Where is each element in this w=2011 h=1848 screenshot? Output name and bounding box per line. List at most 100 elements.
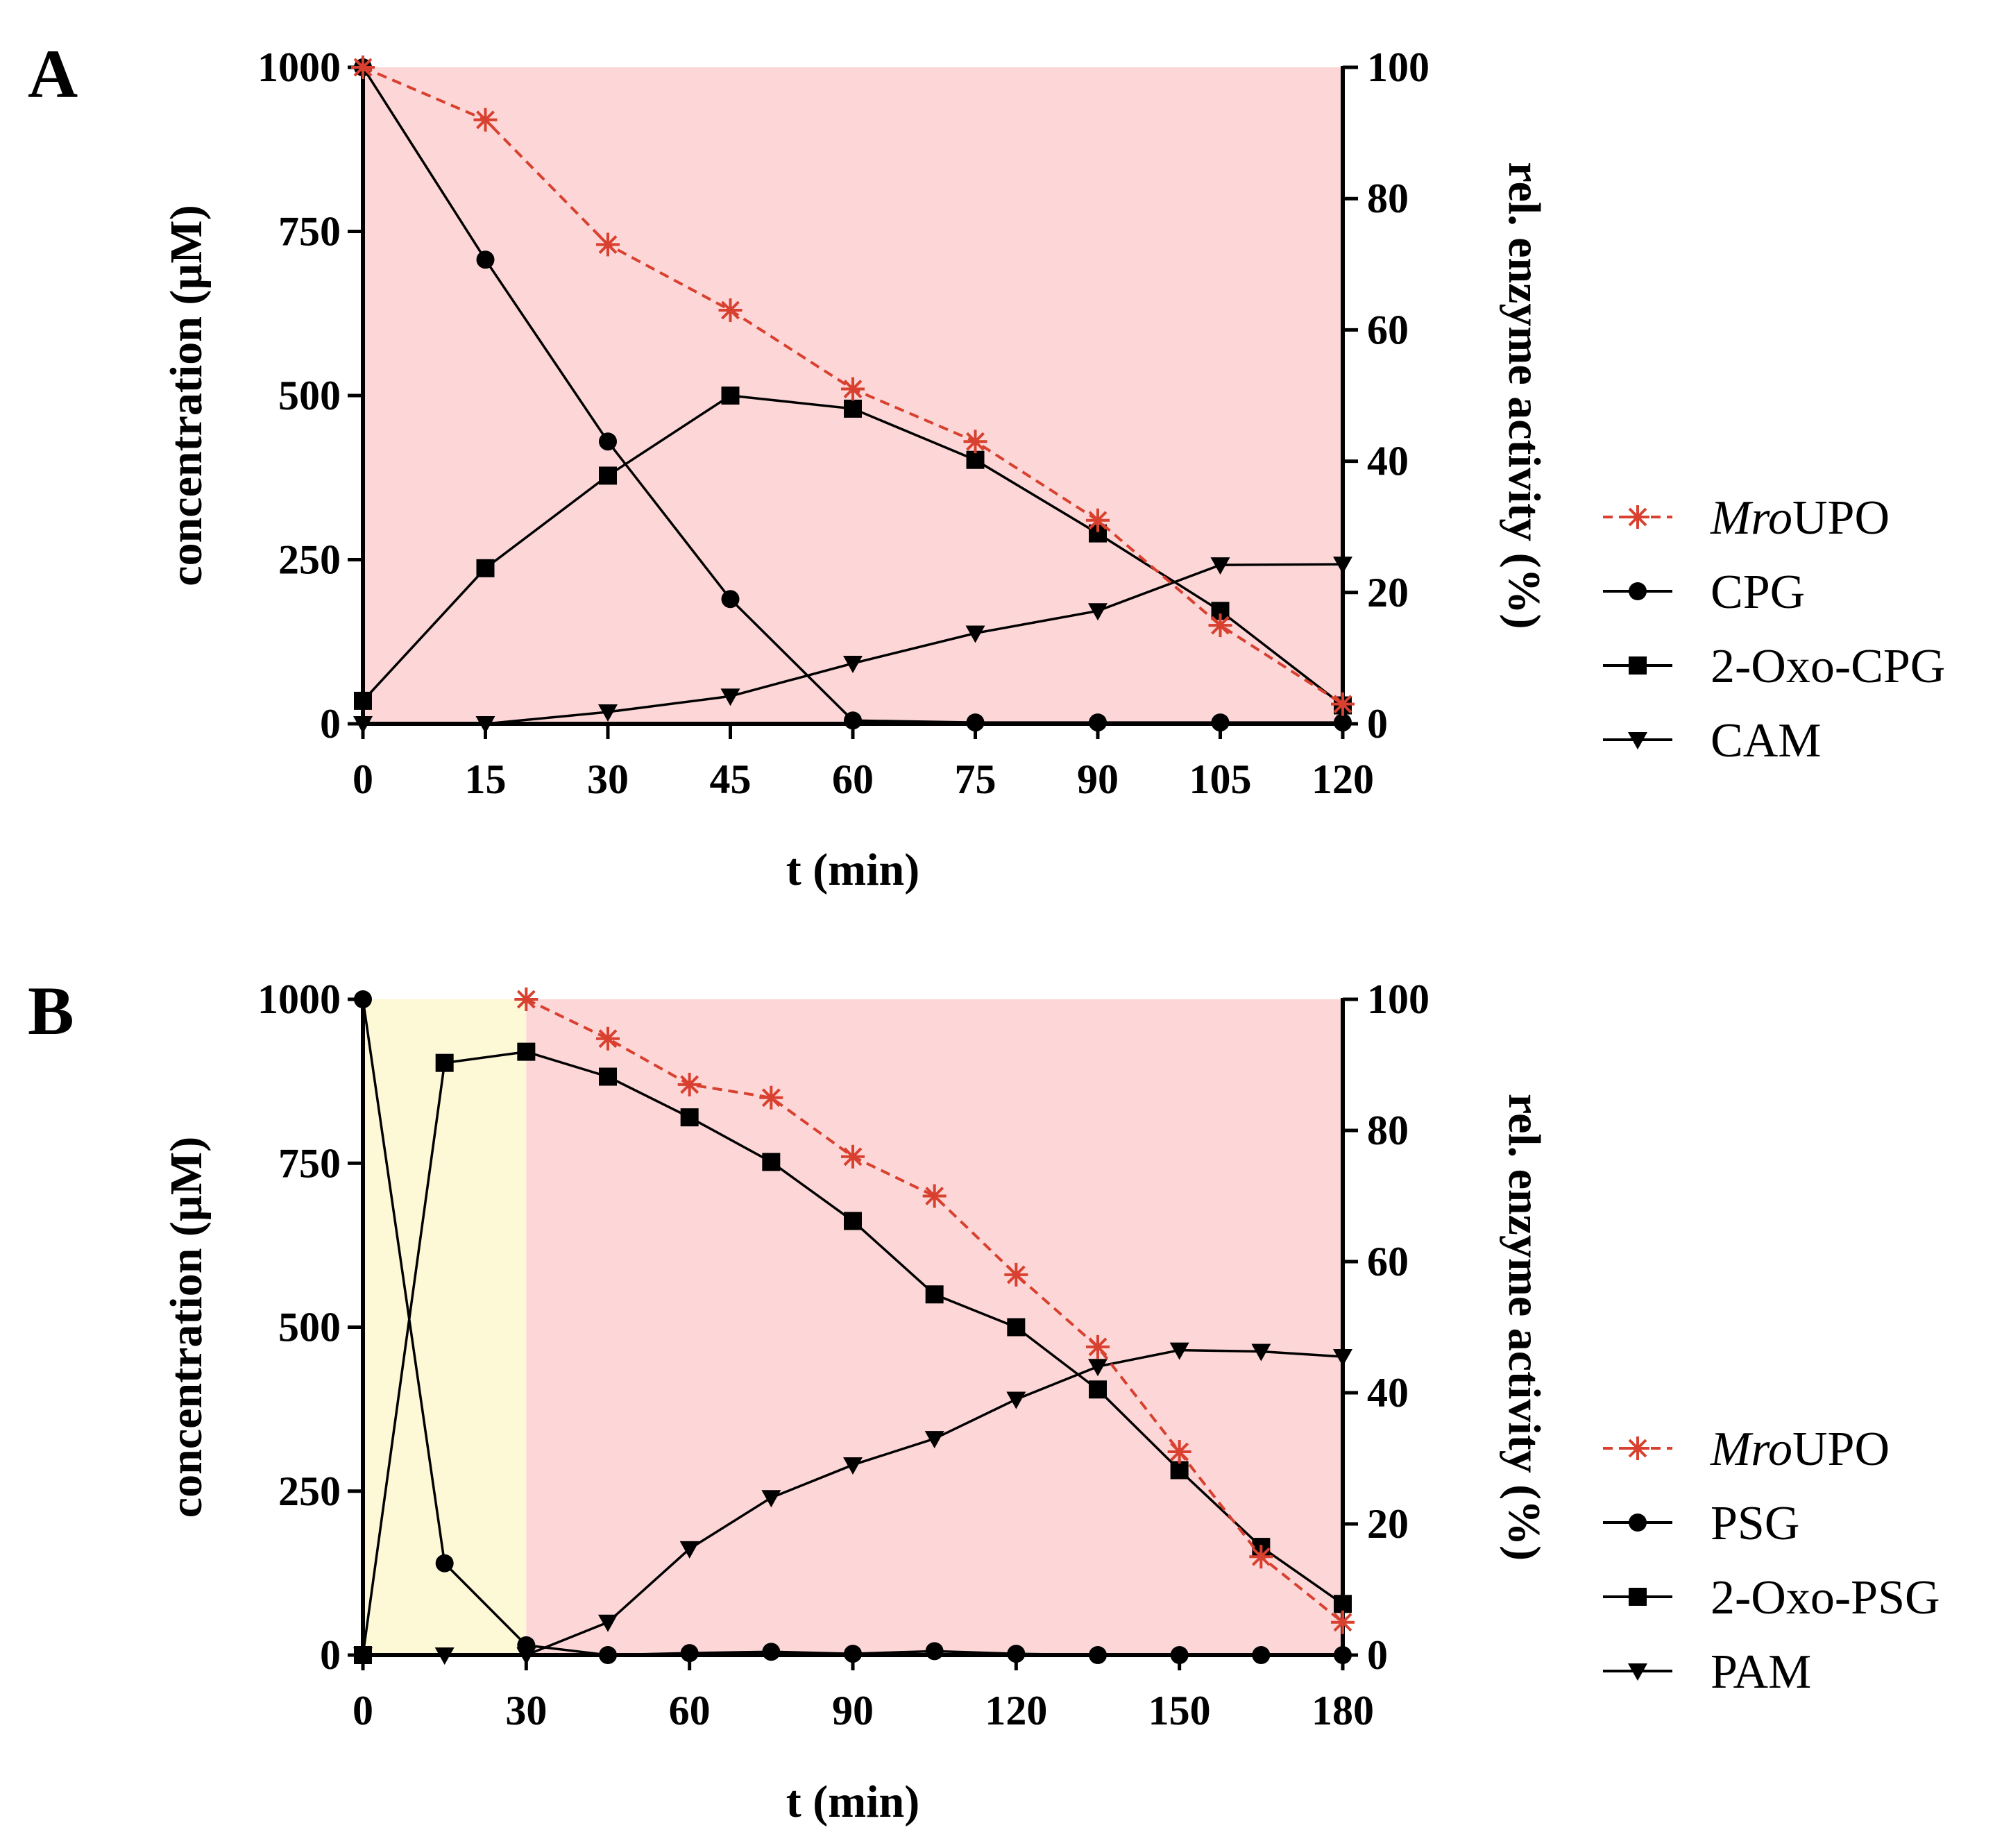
- series-cpg: [354, 58, 1352, 732]
- data-point-pam: [679, 1541, 699, 1559]
- data-point-mroupo: [841, 1144, 865, 1169]
- data-point-cam: [720, 688, 740, 706]
- y-tick-label: 750: [278, 209, 341, 255]
- data-point-pam: [353, 1647, 373, 1665]
- legend-marker-pam: [1628, 1663, 1647, 1681]
- legend-label-2-oxo-psg: 2-Oxo-PSG: [1711, 1571, 1940, 1625]
- legend-label-cam: CAM: [1711, 714, 1821, 768]
- data-point-pam: [516, 1647, 536, 1665]
- data-point-2-oxo-cpg: [599, 466, 617, 485]
- data-point-cpg: [966, 713, 985, 732]
- data-point-pam: [924, 1431, 944, 1449]
- data-point-2-oxo-psg: [517, 1042, 536, 1061]
- data-point-2-oxo-cpg: [721, 387, 740, 405]
- data-point-cam: [475, 716, 495, 734]
- data-point-pam: [843, 1457, 863, 1475]
- legend-marker-2-oxo-psg: [1629, 1588, 1647, 1606]
- data-point-psg: [762, 1643, 781, 1661]
- data-point-pam: [1251, 1343, 1271, 1362]
- panel-label: B: [28, 972, 74, 1049]
- legend-label-italic: Mro: [1710, 1423, 1792, 1476]
- data-point-2-oxo-cpg: [476, 559, 495, 577]
- shaded-region-1: [363, 999, 527, 1655]
- legend: MroUPO PSG 2-Oxo-PSG PAM: [1603, 1423, 1940, 1699]
- legend-label-pam: PAM: [1711, 1645, 1811, 1699]
- x-tick-label: 30: [505, 1688, 547, 1733]
- data-point-2-oxo-psg: [762, 1153, 781, 1171]
- y-axis-title: concentration (µM): [161, 1137, 212, 1518]
- data-point-psg: [1170, 1646, 1189, 1664]
- data-point-pam: [1006, 1391, 1026, 1409]
- y-tick-label: 0: [320, 701, 341, 747]
- x-tick-label: 150: [1148, 1688, 1211, 1733]
- data-point-mroupo: [1331, 1610, 1355, 1634]
- x-tick-label: 180: [1312, 1688, 1374, 1733]
- x-tick-label: 120: [1312, 756, 1374, 802]
- data-point-pam: [434, 1647, 455, 1665]
- data-point-2-oxo-psg: [680, 1108, 699, 1127]
- legend-marker-cam: [1628, 732, 1647, 749]
- series-2-oxo-psg: [354, 1042, 1352, 1664]
- legend-item-mroupo: MroUPO: [1603, 1423, 1890, 1476]
- legend-item-cam: CAM: [1603, 714, 1821, 768]
- data-point-2-oxo-psg: [435, 1053, 454, 1072]
- data-point-2-oxo-psg: [1089, 1380, 1107, 1399]
- y2-tick-label: 0: [1367, 1632, 1388, 1678]
- data-point-mroupo: [514, 987, 538, 1011]
- data-point-cpg: [721, 590, 740, 609]
- series-psg: [354, 990, 1352, 1664]
- x-tick-label: 15: [465, 756, 507, 802]
- legend-label-psg: PSG: [1711, 1497, 1799, 1550]
- data-point-mroupo: [1331, 692, 1355, 716]
- data-point-psg: [1252, 1646, 1271, 1664]
- data-point-2-oxo-cpg: [354, 691, 372, 710]
- data-point-2-oxo-psg: [1334, 1595, 1352, 1613]
- y-tick-label: 1000: [257, 976, 341, 1022]
- legend-marker-2-oxo-cpg: [1629, 656, 1647, 675]
- y-tick-label: 250: [278, 1468, 341, 1514]
- legend-label-mroupo: MroUPO: [1710, 491, 1890, 545]
- data-point-mroupo: [1208, 613, 1232, 638]
- data-point-pam: [1333, 1349, 1352, 1367]
- data-point-cpg: [844, 711, 862, 730]
- legend-label-cpg: CPG: [1711, 566, 1805, 619]
- data-point-cpg: [476, 251, 495, 269]
- y-tick-label: 250: [278, 537, 341, 583]
- y2-tick-label: 0: [1367, 701, 1388, 747]
- legend-item-cpg: CPG: [1603, 566, 1805, 619]
- data-point-2-oxo-psg: [844, 1212, 862, 1230]
- x-tick-label: 75: [955, 756, 996, 802]
- data-point-mroupo: [596, 232, 620, 257]
- x-tick-label: 60: [669, 1688, 711, 1733]
- y-tick-label: 750: [278, 1140, 341, 1186]
- x-tick-label: 0: [353, 1688, 373, 1733]
- legend-label-italic: Mro: [1710, 491, 1792, 545]
- data-point-mroupo: [718, 298, 743, 323]
- y2-tick-label: 40: [1367, 1370, 1409, 1416]
- data-point-psg: [435, 1554, 454, 1573]
- data-point-pam: [1088, 1359, 1108, 1377]
- legend: MroUPO CPG 2-Oxo-CPG CAM: [1603, 491, 1945, 768]
- data-point-psg: [1089, 1646, 1107, 1664]
- x-tick-label: 60: [832, 756, 874, 802]
- y2-tick-label: 100: [1367, 44, 1429, 90]
- data-point-psg: [844, 1645, 862, 1663]
- y2-axis-title: rel. enzyme activity (%): [1499, 1094, 1550, 1561]
- data-point-mroupo: [922, 1184, 947, 1208]
- legend-item-2-oxo-psg: 2-Oxo-PSG: [1603, 1571, 1940, 1625]
- x-tick-label: 120: [985, 1688, 1047, 1733]
- legend-marker-cpg: [1629, 582, 1647, 600]
- data-point-mroupo: [963, 430, 987, 454]
- data-point-cpg: [1089, 713, 1107, 732]
- y-tick-label: 500: [278, 373, 341, 418]
- x-tick-label: 0: [353, 756, 373, 802]
- data-point-cpg: [599, 432, 617, 451]
- data-point-cam: [965, 625, 985, 643]
- data-point-psg: [599, 1646, 617, 1664]
- data-point-psg: [354, 990, 372, 1008]
- legend-item-mroupo: MroUPO: [1603, 491, 1890, 545]
- legend-item-2-oxo-cpg: 2-Oxo-CPG: [1603, 640, 1945, 693]
- data-point-psg: [1334, 1646, 1352, 1664]
- data-point-mroupo: [351, 56, 375, 79]
- data-point-cpg: [1211, 713, 1230, 732]
